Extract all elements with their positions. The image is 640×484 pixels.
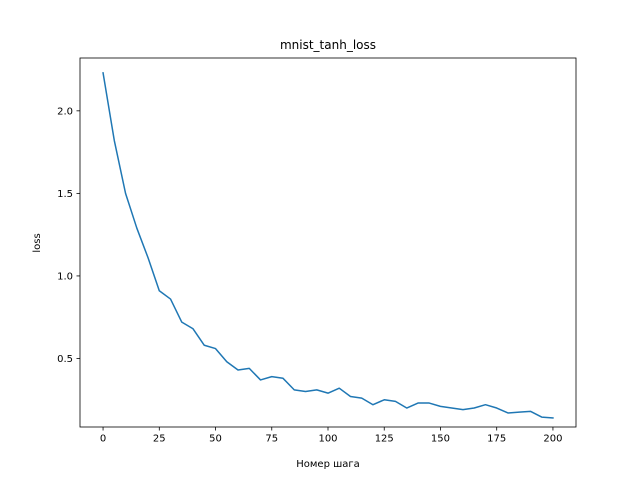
y-tick-label: 0.5 xyxy=(57,354,73,365)
x-tick-label: 100 xyxy=(318,434,337,445)
y-axis-label: loss xyxy=(32,233,43,252)
y-tick-label: 1.5 xyxy=(57,189,73,200)
x-tick-label: 200 xyxy=(543,434,562,445)
y-tick-label: 2.0 xyxy=(57,106,73,117)
x-tick-label: 125 xyxy=(375,434,394,445)
chart-title: mnist_tanh_loss xyxy=(280,38,376,52)
x-tick-label: 25 xyxy=(153,434,166,445)
x-tick-label: 50 xyxy=(209,434,222,445)
y-tick-label: 1.0 xyxy=(57,272,73,283)
x-tick-label: 150 xyxy=(431,434,450,445)
x-tick-label: 175 xyxy=(487,434,506,445)
loss-series-line xyxy=(102,71,554,419)
x-axis-label: Номер шага xyxy=(296,459,360,470)
plot-area: 0 25 50 75 100 125 150 175 200 0.5 1.0 1.5 2.0 xyxy=(57,57,577,445)
x-tick-label: 75 xyxy=(265,434,278,445)
x-tick-label: 0 xyxy=(100,434,106,445)
